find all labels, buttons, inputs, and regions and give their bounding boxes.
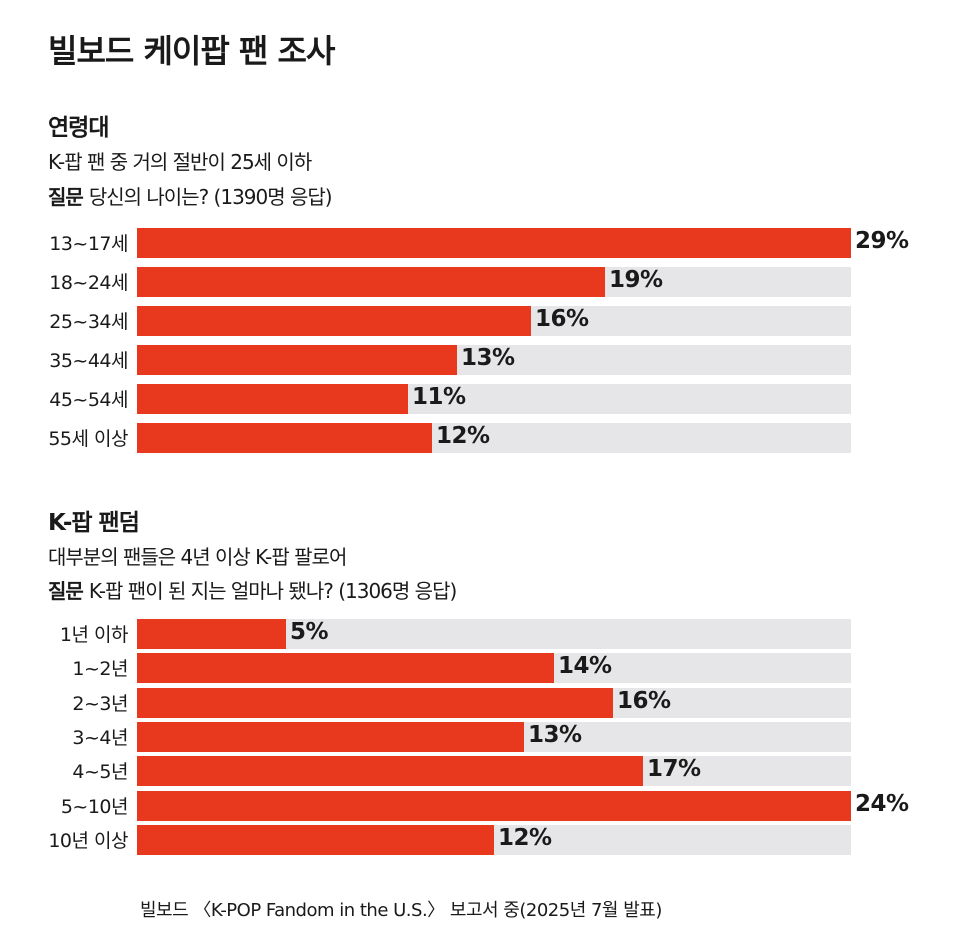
age-category-label: 55세 이상 bbox=[48, 428, 128, 450]
age-bar bbox=[137, 345, 457, 375]
fandom-bar-row: 3~4년 13% bbox=[0, 721, 966, 752]
fandom-category-label: 2~3년 bbox=[72, 692, 128, 715]
fandom-bar bbox=[137, 653, 554, 684]
fandom-question: 질문 K-팝 팬이 된 지는 얼마나 됐나? (1306명 응답) bbox=[48, 575, 457, 604]
fandom-bar bbox=[137, 790, 851, 821]
fandom-section-subtitle: 대부분의 팬들은 4년 이상 K-팝 팔로어 bbox=[48, 545, 347, 569]
age-value-label: 12% bbox=[436, 423, 490, 449]
age-bar-row: 35~44세 13% bbox=[0, 345, 966, 375]
fandom-value-label: 24% bbox=[855, 790, 909, 817]
age-bar-row: 18~24세 19% bbox=[0, 267, 966, 297]
age-bar bbox=[137, 306, 531, 336]
fandom-bar-row: 2~3년 16% bbox=[0, 687, 966, 718]
age-value-label: 16% bbox=[535, 306, 589, 332]
fandom-bar bbox=[137, 824, 494, 855]
fandom-value-label: 13% bbox=[528, 721, 582, 748]
age-question-text: 당신의 나이는? (1390명 응답) bbox=[88, 185, 333, 209]
fandom-category-label: 4~5년 bbox=[72, 761, 128, 784]
fandom-bar-row: 1~2년 14% bbox=[0, 653, 966, 684]
age-value-label: 29% bbox=[855, 228, 909, 254]
fandom-category-label: 1년 이하 bbox=[59, 624, 129, 646]
age-bar-row: 25~34세 16% bbox=[0, 306, 966, 336]
age-category-label: 25~34세 bbox=[49, 311, 128, 333]
fandom-bar bbox=[137, 756, 643, 787]
age-section-title: 연령대 bbox=[48, 115, 109, 141]
age-category-label: 35~44세 bbox=[49, 350, 128, 372]
age-section-subtitle: K-팝 팬 중 거의 절반이 25세 이하 bbox=[48, 150, 312, 174]
fandom-bar bbox=[137, 619, 286, 649]
source-note: 빌보드 〈K-POP Fandom in the U.S.〉 보고서 중(202… bbox=[140, 900, 662, 921]
fandom-value-label: 14% bbox=[558, 653, 612, 680]
age-bar-row: 55세 이상 12% bbox=[0, 423, 966, 453]
fandom-value-label: 12% bbox=[498, 824, 552, 851]
fandom-bar-row: 1년 이하 5% bbox=[0, 619, 966, 649]
age-bar bbox=[137, 228, 851, 258]
age-value-label: 19% bbox=[609, 267, 663, 293]
age-value-label: 13% bbox=[461, 345, 515, 371]
age-bar bbox=[137, 384, 408, 414]
age-question: 질문 당신의 나이는? (1390명 응답) bbox=[48, 181, 333, 210]
age-bar bbox=[137, 423, 432, 453]
age-category-label: 13~17세 bbox=[49, 233, 128, 255]
fandom-bar bbox=[137, 687, 613, 718]
fandom-category-label: 5~10년 bbox=[60, 795, 129, 818]
age-category-label: 45~54세 bbox=[49, 389, 128, 411]
age-value-label: 11% bbox=[412, 384, 466, 410]
fandom-question-label: 질문 bbox=[48, 579, 84, 603]
age-question-label: 질문 bbox=[48, 185, 84, 209]
fandom-value-label: 17% bbox=[647, 756, 701, 783]
fandom-bar bbox=[137, 721, 524, 752]
age-bar bbox=[137, 267, 605, 297]
fandom-value-label: 5% bbox=[290, 619, 329, 645]
fandom-bar-row: 10년 이상 12% bbox=[0, 824, 966, 855]
fandom-bar-row: 5~10년 24% bbox=[0, 790, 966, 821]
fandom-category-label: 1~2년 bbox=[72, 658, 128, 681]
age-category-label: 18~24세 bbox=[49, 272, 128, 294]
age-bar-row: 45~54세 11% bbox=[0, 384, 966, 414]
page-title: 빌보드 케이팝 팬 조사 bbox=[48, 32, 335, 70]
fandom-category-label: 3~4년 bbox=[72, 726, 128, 749]
age-bar-row: 13~17세 29% bbox=[0, 228, 966, 258]
fandom-bar-row: 4~5년 17% bbox=[0, 756, 966, 787]
fandom-category-label: 10년 이상 bbox=[48, 829, 128, 852]
fandom-question-text: K-팝 팬이 된 지는 얼마나 됐나? (1306명 응답) bbox=[88, 579, 457, 603]
fandom-value-label: 16% bbox=[617, 687, 671, 714]
fandom-section-title: K-팝 팬덤 bbox=[48, 510, 140, 536]
